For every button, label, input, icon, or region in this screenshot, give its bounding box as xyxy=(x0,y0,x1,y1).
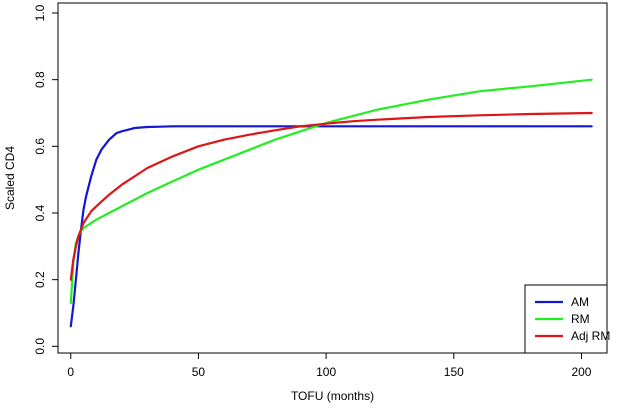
x-tick-label: 50 xyxy=(192,365,206,379)
legend: AM RM Adj RM xyxy=(524,284,610,354)
plot-frame xyxy=(57,2,608,354)
y-tick-label: 1.0 xyxy=(33,4,47,21)
y-tick-label: 0.4 xyxy=(33,204,47,221)
series-line-rm xyxy=(69,78,593,305)
y-tick-label: 0.6 xyxy=(33,138,47,155)
x-tick-label: 100 xyxy=(316,365,336,379)
y-tick-label: 0.8 xyxy=(33,71,47,88)
series-group xyxy=(69,78,593,328)
legend-label-am: AM xyxy=(571,295,589,309)
legend-label-rm: RM xyxy=(571,312,590,326)
legend-label-adj-rm: Adj RM xyxy=(571,329,610,343)
y-axis-label: Scaled CD4 xyxy=(3,146,17,210)
x-tick-label: 0 xyxy=(67,365,74,379)
y-tick-label: 0.0 xyxy=(33,338,47,355)
axes: 0 50 100 150 200 0.0 0.2 0.4 0.6 0.8 1.0 xyxy=(33,4,592,379)
series-line-am xyxy=(69,125,593,328)
y-tick-label: 0.2 xyxy=(33,271,47,288)
x-tick-label: 150 xyxy=(444,365,464,379)
series-line-adj-rm xyxy=(69,111,593,281)
x-axis-label: TOFU (months) xyxy=(291,389,374,403)
plot-area xyxy=(57,2,608,354)
x-tick-label: 200 xyxy=(571,365,591,379)
